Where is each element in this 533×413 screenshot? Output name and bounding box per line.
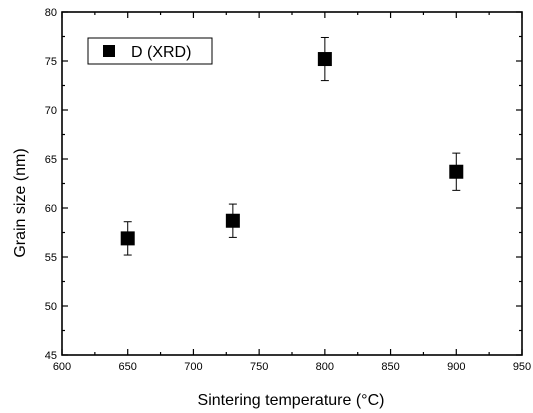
axes: 600 650 700 750 800 850 900 950 45 50 55 60 65 70 75 80: [45, 7, 531, 373]
x-tick-label: 800: [316, 361, 334, 373]
x-tick-label: 650: [119, 361, 137, 373]
y-tick-label: 50: [45, 301, 57, 313]
data-point: [225, 203, 240, 238]
x-axis-title: Sintering temperature (°C): [198, 392, 385, 409]
data-point: [317, 36, 332, 82]
y-tick-label: 80: [45, 7, 57, 19]
y-tick-label: 60: [45, 203, 57, 215]
data-point: [120, 221, 135, 256]
x-tick-label: 750: [250, 361, 268, 373]
point-marker: [317, 52, 332, 67]
y-tick-label: 75: [45, 56, 57, 68]
plot-content: [120, 36, 464, 256]
x-tick-label: 900: [447, 361, 465, 373]
data-point: [449, 152, 464, 191]
point-marker: [225, 213, 240, 228]
point-marker: [449, 164, 464, 179]
y-tick-label: 55: [45, 252, 57, 264]
legend-label: D (XRD): [131, 44, 191, 61]
legend: D (XRD): [87, 37, 213, 65]
x-tick-label: 600: [53, 361, 71, 373]
legend-marker: [103, 45, 115, 57]
y-tick-label: 45: [45, 350, 57, 362]
y-tick-label: 70: [45, 105, 57, 117]
y-tick-label: 65: [45, 154, 57, 166]
x-tick-label: 850: [381, 361, 399, 373]
y-axis-title: Grain size (nm): [12, 148, 29, 257]
x-tick-label: 950: [513, 361, 531, 373]
point-marker: [120, 231, 135, 246]
x-tick-label: 700: [184, 361, 202, 373]
